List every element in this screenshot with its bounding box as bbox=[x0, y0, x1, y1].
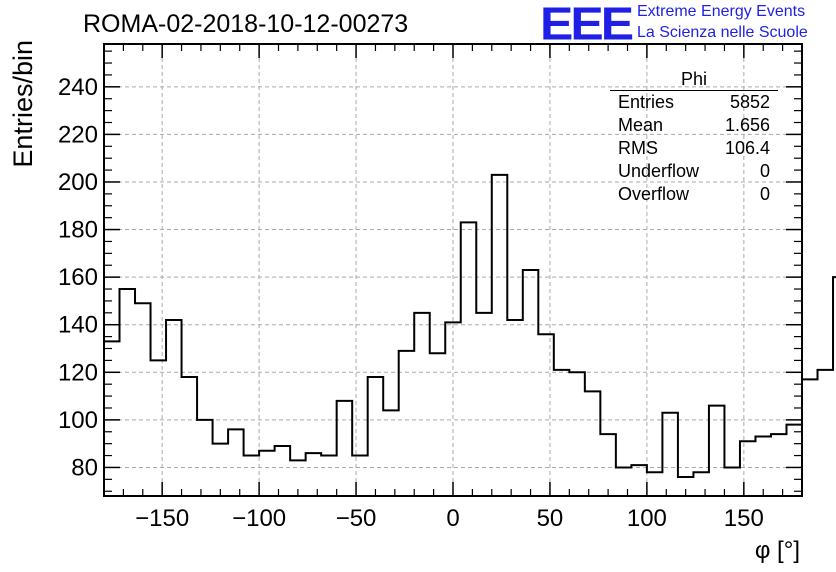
x-tick-label: 0 bbox=[446, 505, 459, 532]
stats-row-mean: Mean 1.656 bbox=[610, 114, 778, 137]
histogram-line bbox=[104, 173, 836, 478]
run-title: ROMA-02-2018-10-12-00273 bbox=[83, 10, 409, 38]
x-tick-label: 100 bbox=[627, 505, 667, 532]
stats-value: 1.656 bbox=[724, 115, 770, 135]
stats-row-rms: RMS 106.4 bbox=[610, 137, 778, 160]
grid-lines bbox=[104, 44, 802, 496]
y-tick-label: 240 bbox=[58, 74, 98, 101]
y-tick-label: 160 bbox=[58, 264, 98, 291]
axis-ticks bbox=[104, 44, 802, 496]
x-axis-title: φ [°] bbox=[755, 537, 800, 564]
stats-label: Entries bbox=[618, 92, 675, 112]
eee-logo: EEE bbox=[540, 0, 634, 50]
stats-row-overflow: Overflow 0 bbox=[610, 183, 778, 206]
x-tick-label: 150 bbox=[724, 505, 764, 532]
logo-tagline-2: La Scienza nelle Scuole bbox=[637, 24, 808, 41]
stats-label: Mean bbox=[618, 115, 664, 135]
y-tick-label: 120 bbox=[58, 359, 98, 386]
stats-value: 5852 bbox=[729, 92, 770, 112]
y-tick-label: 220 bbox=[58, 121, 98, 148]
x-tick-labels: −150 −100 −50 0 50 100 150 bbox=[135, 505, 764, 532]
stats-value: 0 bbox=[759, 161, 770, 181]
y-tick-label: 200 bbox=[58, 169, 98, 196]
stats-value: 0 bbox=[759, 184, 770, 204]
stats-box: Phi Entries 5852 Mean 1.656 RMS 106.4 Un… bbox=[610, 68, 778, 206]
x-tick-label: −150 bbox=[135, 505, 189, 532]
y-tick-labels: 80 100 120 140 160 180 200 220 240 bbox=[58, 74, 98, 482]
stats-label: Overflow bbox=[618, 184, 690, 204]
logo-tagline-1: Extreme Energy Events bbox=[637, 3, 806, 20]
stats-title: Phi bbox=[610, 68, 778, 91]
stats-row-entries: Entries 5852 bbox=[610, 91, 778, 114]
stats-value: 106.4 bbox=[724, 138, 770, 158]
x-tick-label: 50 bbox=[537, 505, 564, 532]
stats-label: RMS bbox=[618, 138, 658, 158]
x-tick-label: −100 bbox=[232, 505, 286, 532]
y-tick-label: 80 bbox=[71, 454, 98, 481]
stats-row-underflow: Underflow 0 bbox=[610, 160, 778, 183]
y-tick-label: 100 bbox=[58, 407, 98, 434]
stats-label: Underflow bbox=[618, 161, 700, 181]
y-axis-title: Entries/bin bbox=[8, 40, 38, 168]
x-tick-label: −50 bbox=[336, 505, 377, 532]
y-tick-label: 140 bbox=[58, 312, 98, 339]
y-tick-label: 180 bbox=[58, 217, 98, 244]
